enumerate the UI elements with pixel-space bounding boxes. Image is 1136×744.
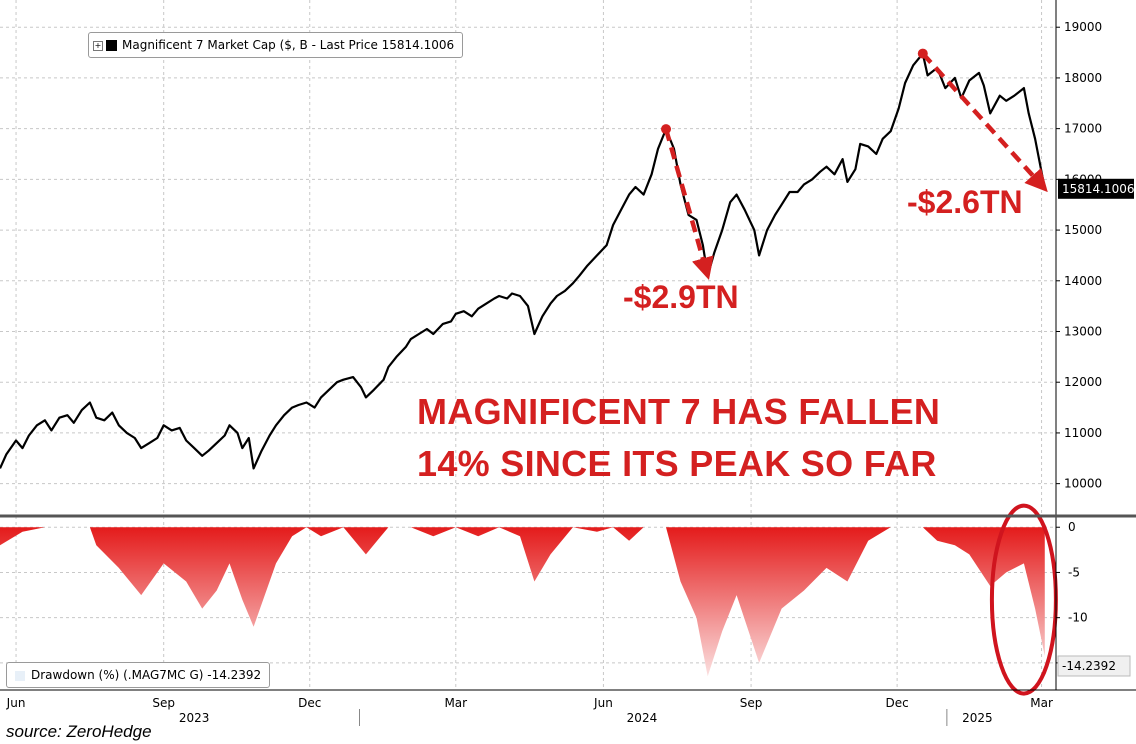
price-tick-label: 14000 (1064, 274, 1102, 288)
x-tick-label: Dec (886, 696, 909, 710)
x-tick-label: Mar (444, 696, 467, 710)
drawdown-tick-label: -10 (1068, 611, 1088, 625)
x-tick-label: Jun (593, 696, 613, 710)
legend-swatch-black (106, 40, 117, 51)
price-tick-label: 10000 (1064, 477, 1102, 491)
drawdown-last-value-badge-bg (1057, 655, 1131, 677)
expand-icon[interactable]: + (93, 40, 103, 51)
price-chart (0, 52, 1046, 470)
year-label: 2023 (179, 711, 210, 725)
x-tick-label: Jun (6, 696, 26, 710)
drop-label-2025: -$2.6TN (907, 184, 1023, 220)
grid-lines (0, 0, 1056, 690)
x-tick-label: Mar (1030, 696, 1053, 710)
drawdown-chart (0, 527, 1045, 677)
year-label: 2024 (627, 711, 658, 725)
price-legend-label: Magnificent 7 Market Cap ($, B - Last Pr… (122, 38, 455, 52)
price-line (0, 52, 1046, 470)
price-tick-label: 11000 (1064, 426, 1102, 440)
headline-annotation: MAGNIFICENT 7 HAS FALLEN 14% SINCE ITS P… (417, 386, 940, 490)
price-tick-label: 19000 (1064, 20, 1102, 34)
price-tick-label: 18000 (1064, 71, 1102, 85)
drawdown-tick-label: 0 (1068, 520, 1076, 534)
axes: 1000011000120001300014000150001600017000… (0, 0, 1136, 726)
drawdown-area (0, 527, 1045, 677)
drawdown-tick-label: -5 (1068, 565, 1080, 579)
annotation-arrow (663, 128, 714, 281)
price-tick-label: 13000 (1064, 325, 1102, 339)
year-label: 2025 (962, 711, 993, 725)
x-tick-label: Sep (740, 696, 763, 710)
price-tick-label: 15000 (1064, 223, 1102, 237)
source-label: source: ZeroHedge (6, 722, 152, 741)
drawdown-legend-label: Drawdown (%) (.MAG7MC G) -14.2392 (31, 668, 262, 682)
drawdown-legend[interactable]: Drawdown (%) (.MAG7MC G) -14.2392 (6, 662, 271, 688)
headline-line-1: MAGNIFICENT 7 HAS FALLEN (417, 391, 941, 432)
price-tick-label: 17000 (1064, 122, 1102, 136)
price-legend[interactable]: + Magnificent 7 Market Cap ($, B - Last P… (88, 32, 464, 58)
drop-label-2024: -$2.9TN (623, 279, 739, 315)
price-last-value-badge: 15814.1006 (1062, 182, 1135, 196)
x-tick-label: Sep (152, 696, 175, 710)
legend-swatch-light (15, 670, 25, 681)
headline-line-2: 14% SINCE ITS PEAK SO FAR (417, 443, 937, 484)
price-tick-label: 12000 (1064, 375, 1102, 389)
annotation-arrow (921, 52, 1048, 193)
x-tick-label: Dec (298, 696, 321, 710)
price-last-value-badge-bg (1058, 178, 1134, 199)
drawdown-last-value-badge: -14.2392 (1062, 659, 1116, 673)
